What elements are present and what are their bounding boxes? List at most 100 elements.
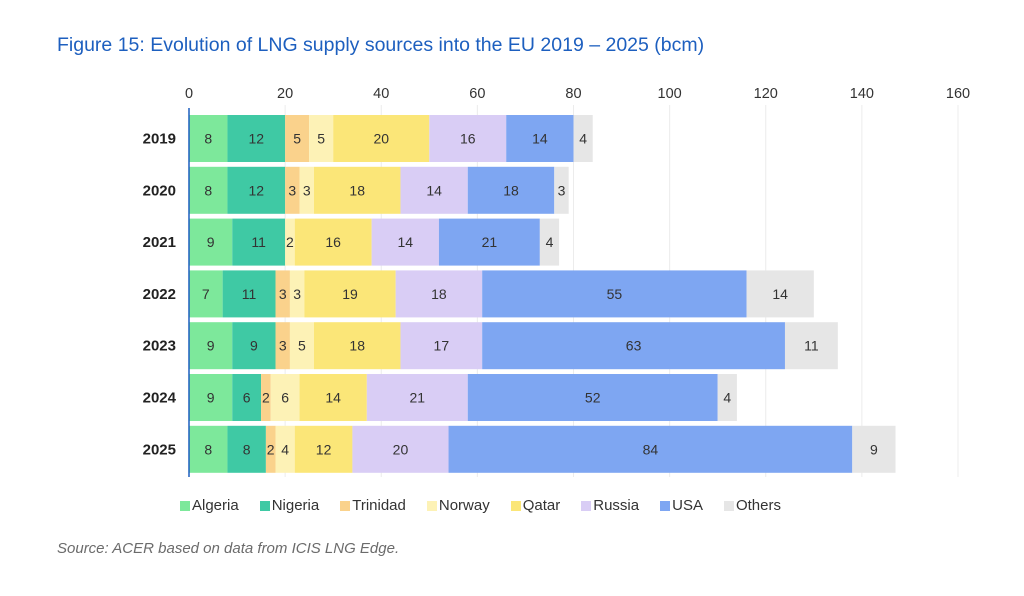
x-tick-label: 80 [565,86,581,102]
x-tick-label: 40 [373,86,389,102]
bar-segment-usa [506,115,574,162]
bar-segment-norway [309,115,334,162]
bar-segment-qatar [333,115,430,162]
data-label: 6 [281,390,289,406]
data-label: 9 [250,338,258,354]
legend-label: Algeria [192,497,239,514]
data-label: 7 [202,286,210,302]
data-label: 8 [204,182,212,198]
x-tick-label: 20 [277,86,293,102]
y-category-label: 2024 [143,390,177,407]
bar-segment-qatar [294,218,372,266]
data-label: 12 [316,441,332,457]
bar-segment-norway [289,270,305,318]
bar-segment-trinidad [261,374,271,421]
bar-segment-nigeria [227,425,266,473]
legend-swatch [723,500,734,511]
y-category-label: 2019 [143,131,176,148]
bar-segment-others [573,115,593,162]
data-label: 5 [293,131,301,147]
data-label: 3 [279,338,287,354]
bar-segment-norway [299,166,314,214]
data-label: 2 [286,234,294,250]
data-label: 2 [267,441,275,457]
bar-segment-algeria [189,425,228,473]
bar-segment-nigeria [227,115,286,162]
bar-segment-qatar [304,270,396,318]
legend-label: Nigeria [271,497,320,514]
data-label: 4 [723,390,731,406]
data-label: 52 [585,390,601,406]
data-label: 14 [772,286,788,302]
legend-swatch [510,500,521,511]
data-label: 12 [248,131,264,147]
legend-label: Norway [438,497,490,514]
legend-swatch [180,500,190,511]
data-label: 11 [804,338,819,354]
data-label: 3 [303,182,311,198]
legend-item-others: Others [723,497,781,514]
legend-label: Qatar [522,497,561,514]
bar-segment-others [717,374,737,421]
data-label: 4 [546,234,554,250]
data-label: 2 [262,390,270,406]
y-category-label: 2023 [143,338,176,355]
bar-segment-algeria [189,270,223,318]
data-label: 3 [288,182,296,198]
x-tick-label: 120 [754,86,778,102]
bar-segment-trinidad [275,322,290,370]
data-label: 8 [243,441,251,457]
bar-segment-others [554,166,569,214]
bar-segment-nigeria [227,166,286,214]
bar-segment-trinidad [265,425,276,473]
bar-segment-qatar [313,322,401,370]
bar-segment-usa [482,322,785,370]
data-label: 11 [242,286,257,302]
bar-segment-russia [400,166,468,214]
bar-segment-others [852,425,896,473]
chart-title: Figure 15: Evolution of LNG supply sourc… [57,34,705,56]
data-label: 19 [342,286,358,302]
bar-segment-others [746,270,814,318]
data-label: 8 [204,131,212,147]
legend-label: Others [735,497,781,514]
data-label: 9 [207,390,215,406]
bar-segment-russia [352,425,449,473]
data-label: 11 [251,234,266,250]
data-label: 12 [248,182,264,198]
legend-item-trinidad: Trinidad [340,497,406,514]
source-note: Source: ACER based on data from ICIS LNG… [57,540,400,557]
legend-swatch [581,500,592,511]
data-label: 16 [460,131,476,147]
legend-label: USA [672,497,703,514]
data-label: 20 [393,441,409,457]
data-label: 3 [293,286,301,302]
legend-item-norway: Norway [426,497,490,514]
y-category-label: 2020 [143,182,176,199]
bar-segment-algeria [189,218,233,266]
data-label: 21 [482,234,498,250]
data-label: 9 [207,234,215,250]
data-label: 18 [349,182,365,198]
bar-segment-russia [429,115,507,162]
data-label: 18 [431,286,447,302]
data-label: 3 [279,286,287,302]
bar-segment-nigeria [222,270,276,318]
data-label: 63 [626,338,642,354]
x-tick-label: 0 [185,86,193,102]
bar-segment-qatar [313,166,401,214]
legend-swatch [426,500,437,511]
bar-segment-usa [438,218,540,266]
bar-segment-qatar [294,425,353,473]
bar-segment-trinidad [285,115,310,162]
bar-segment-russia [400,322,483,370]
data-label: 20 [373,131,389,147]
bar-segment-algeria [189,322,233,370]
legend-swatch [660,500,671,511]
data-label: 9 [870,441,878,457]
data-label: 3 [558,182,566,198]
data-label: 4 [281,441,289,457]
bar-segment-trinidad [275,270,290,318]
bar-segment-usa [448,425,853,473]
